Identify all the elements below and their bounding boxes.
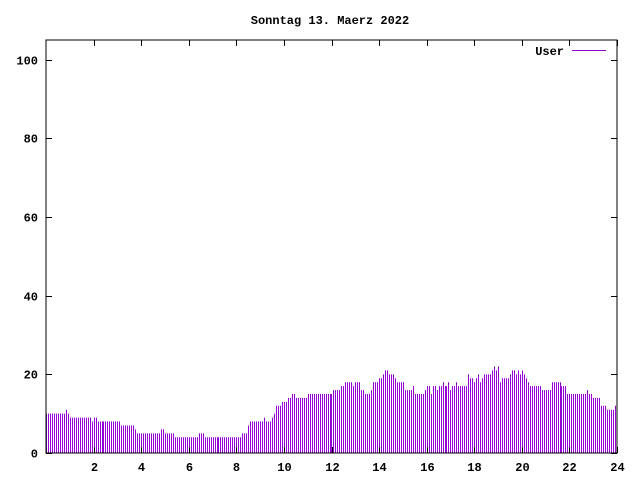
x-tick-label: 2 (91, 461, 98, 475)
y-tick-label: 20 (24, 369, 38, 383)
x-tick-label: 14 (372, 461, 386, 475)
x-tick-label: 20 (515, 461, 529, 475)
legend: User (535, 45, 606, 59)
y-tick-label: 60 (24, 212, 38, 226)
chart-title: Sonntag 13. Maerz 2022 (251, 14, 409, 28)
y-tick-label: 40 (24, 291, 38, 305)
x-tick-label: 6 (186, 461, 193, 475)
x-tick-label: 10 (277, 461, 291, 475)
y-tick-label: 80 (24, 133, 38, 147)
y-tick-label: 0 (31, 448, 38, 462)
y-tick-label: 100 (16, 55, 38, 69)
x-tick-label: 8 (233, 461, 240, 475)
x-tick-label: 16 (420, 461, 434, 475)
x-tick-label: 18 (467, 461, 481, 475)
plot-border (45, 39, 618, 454)
bars-group (46, 366, 616, 453)
x-tick-label: 4 (138, 461, 145, 475)
x-tick-label: 12 (325, 461, 339, 475)
legend-label: User (535, 45, 564, 59)
x-tick-label: 22 (562, 461, 576, 475)
x-tick-label: 24 (610, 461, 624, 475)
